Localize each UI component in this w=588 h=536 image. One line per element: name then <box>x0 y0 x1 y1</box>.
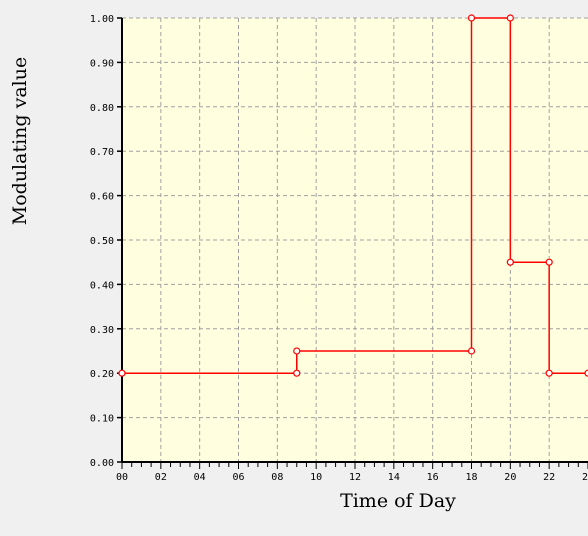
x-tick-label: 08 <box>271 472 283 483</box>
data-point <box>293 347 301 355</box>
y-tick-label: 0.20 <box>90 369 114 380</box>
data-point <box>467 14 476 22</box>
x-tick-label: 02 <box>155 472 167 483</box>
data-point <box>545 369 553 377</box>
x-tick-label: 24 <box>582 472 588 483</box>
x-tick-label: 16 <box>427 472 439 483</box>
x-tick-label: 00 <box>116 472 128 483</box>
y-tick-label: 0.60 <box>90 192 114 203</box>
y-tick-label: 0.80 <box>90 103 114 114</box>
y-tick-label: 0.70 <box>90 147 114 158</box>
ticks: 0.00 0.10 0.20 0.30 0.40 0.50 0.60 0.70 0.80 0.90… <box>90 14 588 483</box>
y-tick-label: 1.00 <box>90 14 114 25</box>
x-tick-label: 12 <box>349 472 361 483</box>
x-tick-label: 10 <box>310 472 322 483</box>
series-line <box>122 17 588 374</box>
x-tick-label: 06 <box>232 472 244 483</box>
data-point <box>506 14 514 22</box>
x-axis-title: Time of Day <box>340 490 456 512</box>
x-tick-label: 14 <box>388 472 400 483</box>
y-tick-label: 0.40 <box>90 280 114 291</box>
y-tick-label: 0.50 <box>90 236 114 247</box>
x-tick-label: 20 <box>504 472 516 483</box>
y-tick-label: 0.00 <box>90 458 114 469</box>
x-tick-label: 04 <box>194 472 206 483</box>
data-point <box>545 258 553 266</box>
x-tick-label: 18 <box>465 472 477 483</box>
series-layer <box>118 14 588 377</box>
y-tick-label: 0.90 <box>90 58 114 69</box>
data-point <box>293 369 301 377</box>
y-tick-label: 0.30 <box>90 325 114 336</box>
y-tick-label: 0.10 <box>90 414 114 425</box>
data-point <box>118 369 126 377</box>
x-tick-label: 22 <box>543 472 555 483</box>
y-axis-title: Modulating value <box>9 57 31 225</box>
data-point <box>506 258 514 266</box>
data-point <box>467 347 476 355</box>
data-point <box>584 369 588 377</box>
